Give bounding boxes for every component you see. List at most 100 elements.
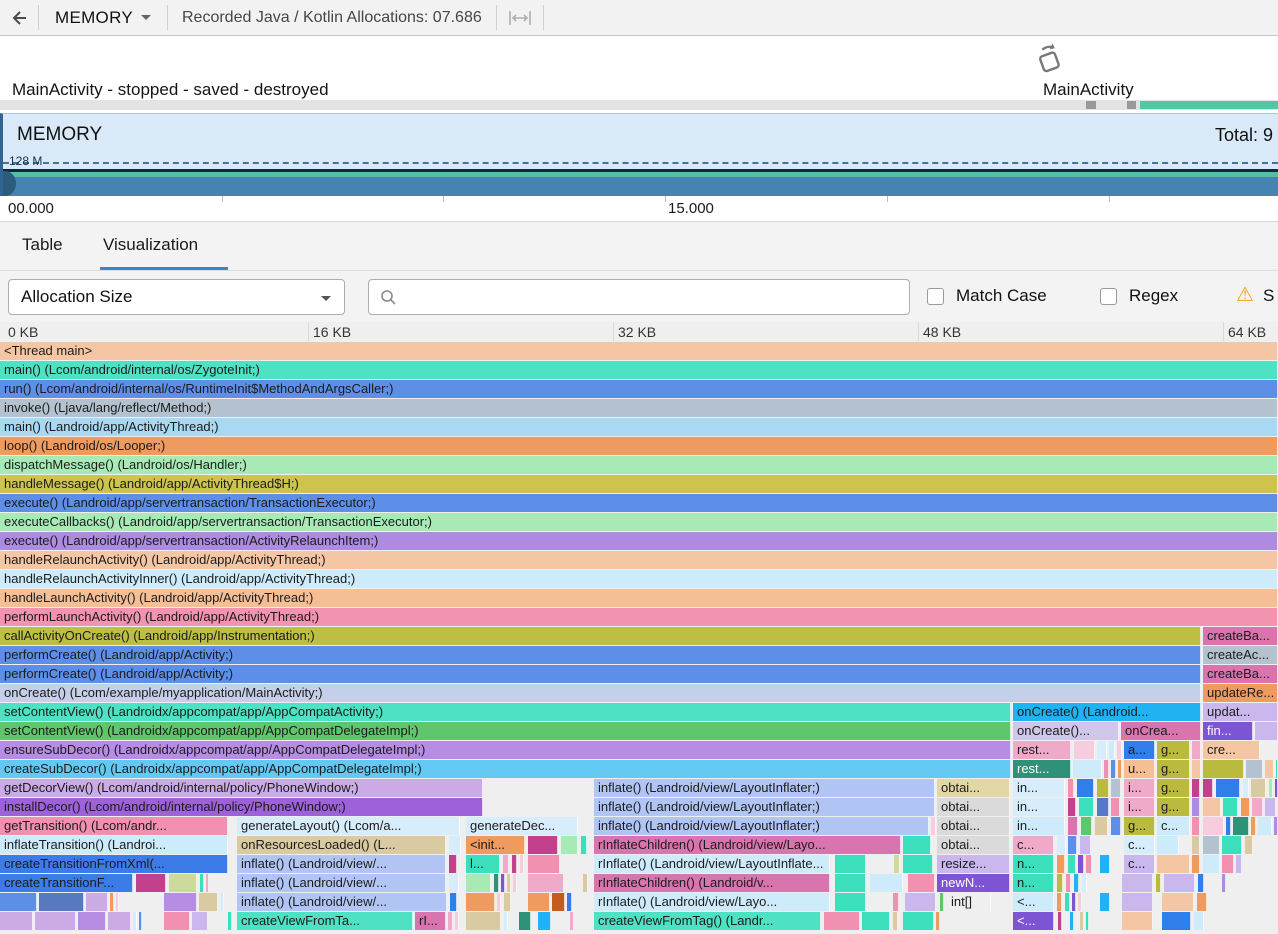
- chevron-down-icon[interactable]: [141, 14, 151, 25]
- flame-node-sliver[interactable]: [1100, 893, 1110, 911]
- flame-node-sliver[interactable]: [507, 874, 511, 892]
- flame-node-sliver[interactable]: [466, 874, 491, 892]
- flame-node[interactable]: g...: [1157, 741, 1190, 759]
- flame-node-sliver[interactable]: [1226, 817, 1231, 835]
- flame-node-sliver[interactable]: [1074, 741, 1095, 759]
- flame-node-sliver[interactable]: [1233, 817, 1249, 835]
- flame-node-sliver[interactable]: [512, 855, 517, 873]
- flame-node-sliver[interactable]: [1081, 817, 1092, 835]
- flame-node-sliver[interactable]: [1111, 779, 1121, 797]
- flame-node-sliver[interactable]: [0, 912, 33, 930]
- flame-node-sliver[interactable]: [1223, 798, 1238, 816]
- flame-node-sliver[interactable]: [894, 855, 900, 873]
- flame-node-sliver[interactable]: [1192, 836, 1200, 854]
- flame-node-sliver[interactable]: [39, 893, 84, 911]
- back-button[interactable]: [9, 8, 29, 28]
- flame-node-sliver[interactable]: [1265, 760, 1274, 778]
- flame-node-sliver[interactable]: [1192, 798, 1200, 816]
- flame-node[interactable]: obtai...: [937, 798, 1010, 816]
- flame-node-sliver[interactable]: [1072, 893, 1076, 911]
- flame-node-sliver[interactable]: [1157, 855, 1190, 873]
- flame-node-sliver[interactable]: [1251, 817, 1256, 835]
- flame-node-sliver[interactable]: [1100, 855, 1110, 873]
- flame-node-sliver[interactable]: [228, 912, 232, 930]
- flame-node[interactable]: dispatchMessage() (Landroid/os/Handler;): [0, 456, 1278, 474]
- flame-node-sliver[interactable]: [1192, 760, 1201, 778]
- flame-node-sliver[interactable]: [164, 893, 197, 911]
- flame-node-sliver[interactable]: [1156, 874, 1161, 892]
- flame-node[interactable]: i...: [1124, 779, 1155, 797]
- flame-node-sliver[interactable]: [567, 893, 572, 911]
- lifecycle-event-segment[interactable]: [1140, 101, 1278, 109]
- flame-node-sliver[interactable]: [108, 912, 131, 930]
- flame-node-sliver[interactable]: [78, 912, 106, 930]
- flame-node-sliver[interactable]: [1241, 798, 1250, 816]
- flame-node-sliver[interactable]: [200, 874, 204, 892]
- flame-node[interactable]: inflate() (Landroid/view/...: [237, 874, 446, 892]
- flame-node[interactable]: <...: [1013, 912, 1054, 930]
- flame-node-sliver[interactable]: [448, 912, 453, 930]
- flame-node-sliver[interactable]: [1057, 874, 1063, 892]
- flame-node-sliver[interactable]: [538, 912, 551, 930]
- flame-node-sliver[interactable]: [1065, 893, 1070, 911]
- flame-node[interactable]: obtai...: [937, 779, 1010, 797]
- flame-node-sliver[interactable]: [1265, 798, 1276, 816]
- flame-node-sliver[interactable]: [893, 912, 898, 930]
- flame-node-sliver[interactable]: [1082, 874, 1087, 892]
- flame-node[interactable]: callActivityOnCreate() (Landroid/app/Ins…: [0, 627, 1201, 645]
- flame-node-sliver[interactable]: [1252, 798, 1263, 816]
- flame-node-sliver[interactable]: [133, 912, 137, 930]
- flame-node[interactable]: g...: [1124, 817, 1155, 835]
- flame-node-sliver[interactable]: [552, 893, 565, 911]
- flame-node[interactable]: createSubDecor() (Landroidx/appcompat/ap…: [0, 760, 1011, 778]
- flame-node[interactable]: main() (Landroid/app/ActivityThread;): [0, 418, 1278, 436]
- flame-node-sliver[interactable]: [1109, 741, 1115, 759]
- flame-node-sliver[interactable]: [1164, 874, 1195, 892]
- flame-node[interactable]: getTransition() (Lcom/andr...: [0, 817, 228, 835]
- flame-node-sliver[interactable]: [455, 912, 459, 930]
- flame-node-sliver[interactable]: [449, 836, 461, 854]
- flame-node[interactable]: createBa...: [1203, 665, 1278, 683]
- flame-node[interactable]: <init...: [466, 836, 525, 854]
- flame-node-sliver[interactable]: [1192, 741, 1201, 759]
- flame-node-sliver[interactable]: [164, 912, 190, 930]
- flame-node-sliver[interactable]: [1243, 779, 1249, 797]
- flame-node-sliver[interactable]: [1203, 760, 1244, 778]
- flame-node-sliver[interactable]: [1068, 779, 1074, 797]
- flame-node[interactable]: in...: [1013, 798, 1065, 816]
- flame-node[interactable]: run() (Lcom/android/internal/os/RuntimeI…: [0, 380, 1278, 398]
- flame-node-sliver[interactable]: [1068, 855, 1076, 873]
- flame-node-sliver[interactable]: [1068, 798, 1076, 816]
- flame-node-sliver[interactable]: [1162, 893, 1194, 911]
- flame-node[interactable]: obtai...: [937, 836, 1010, 854]
- flame-node[interactable]: onCreate()...: [1013, 722, 1119, 740]
- flame-node-sliver[interactable]: [1274, 817, 1278, 835]
- flame-node-sliver[interactable]: [466, 912, 501, 930]
- rotate-device-icon[interactable]: [1031, 42, 1065, 81]
- flame-node[interactable]: resize...: [937, 855, 1010, 873]
- flame-node-sliver[interactable]: [1222, 874, 1226, 892]
- flame-node-sliver[interactable]: [1122, 893, 1153, 911]
- flame-node-sliver[interactable]: [1162, 912, 1191, 930]
- flame-node[interactable]: inflate() (Landroid/view/...: [237, 893, 447, 911]
- flame-node[interactable]: generateDec...: [466, 817, 578, 835]
- flame-node-sliver[interactable]: [1236, 855, 1242, 873]
- flame-node[interactable]: updateRe...: [1203, 684, 1278, 702]
- flame-node-sliver[interactable]: [835, 855, 866, 873]
- flame-node-sliver[interactable]: [1074, 874, 1079, 892]
- flame-node-sliver[interactable]: [501, 874, 505, 892]
- flame-node-sliver[interactable]: [1111, 798, 1120, 816]
- flame-node-sliver[interactable]: [1111, 760, 1116, 778]
- flame-node-sliver[interactable]: [1111, 817, 1121, 835]
- flame-node[interactable]: createAc...: [1203, 646, 1278, 664]
- flame-node[interactable]: invoke() (Ljava/lang/reflect/Method;): [0, 399, 1278, 417]
- flame-node[interactable]: onCreate() (Lcom/example/myapplication/M…: [0, 684, 1201, 702]
- flame-node-sliver[interactable]: [504, 912, 508, 930]
- flame-node[interactable]: inflateTransition() (Landroi...: [0, 836, 228, 854]
- flame-node-sliver[interactable]: [1079, 798, 1094, 816]
- flame-node[interactable]: rInflateChildren() (Landroid/view/Layo..…: [594, 836, 901, 854]
- flame-node-sliver[interactable]: [824, 912, 860, 930]
- flame-node-sliver[interactable]: [1222, 836, 1242, 854]
- flame-node-sliver[interactable]: [1203, 779, 1213, 797]
- flame-node[interactable]: n...: [1013, 874, 1054, 892]
